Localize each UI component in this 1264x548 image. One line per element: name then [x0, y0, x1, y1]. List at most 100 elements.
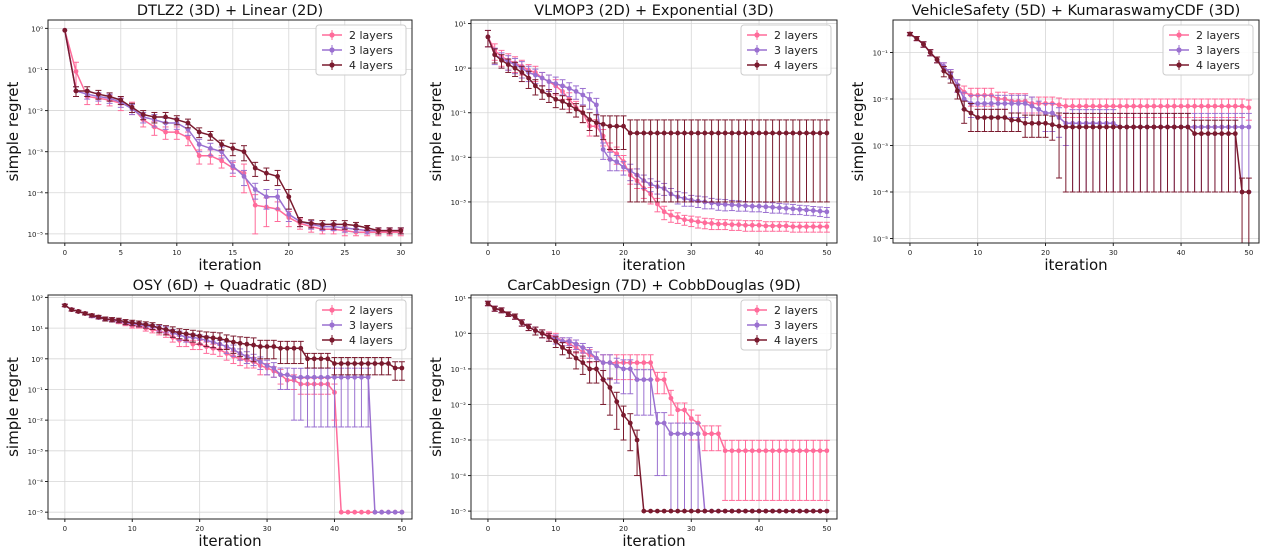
y-tick-label: 10⁰ [454, 65, 466, 73]
data-point [763, 448, 769, 454]
y-tick-label: 10⁻² [451, 154, 467, 162]
data-point [675, 130, 681, 136]
data-point [954, 88, 960, 94]
x-axis-label: iteration [1044, 256, 1107, 274]
data-point [824, 508, 830, 514]
data-point [824, 130, 830, 136]
data-point [709, 431, 715, 437]
data-point [804, 130, 809, 136]
data-point [715, 431, 721, 437]
data-point [593, 120, 599, 126]
x-tick-label: 30 [687, 525, 696, 533]
data-point [73, 68, 79, 74]
y-tick-label: 10⁻¹ [873, 50, 889, 58]
data-point [607, 360, 613, 366]
data-point [1239, 189, 1245, 195]
y-tick-label: 10¹ [31, 325, 43, 333]
x-tick-label: 10 [172, 249, 181, 257]
data-point [1009, 101, 1015, 106]
data-point [729, 202, 735, 208]
data-point [668, 508, 674, 514]
data-point [1205, 103, 1211, 109]
data-point [532, 328, 538, 333]
data-point [257, 344, 263, 349]
y-tick-label: 10⁻⁵ [451, 508, 467, 516]
data-point [587, 349, 593, 355]
y-tick-label: 10⁻³ [28, 149, 44, 157]
data-point [345, 509, 351, 515]
data-point [1083, 103, 1089, 109]
data-point [654, 201, 660, 207]
data-point [621, 164, 626, 170]
data-point [634, 130, 640, 136]
data-point [709, 130, 715, 136]
data-point [914, 36, 920, 41]
data-point [573, 355, 579, 361]
legend: 2 layers 3 layers 4 layers [740, 299, 832, 351]
data-point [824, 448, 830, 454]
data-point [783, 223, 789, 229]
data-point [1158, 103, 1164, 109]
data-point [62, 27, 68, 33]
data-point [600, 360, 606, 366]
data-point [546, 79, 552, 84]
data-point [1076, 103, 1082, 109]
data-point [1219, 131, 1225, 137]
x-tick-label: 40 [755, 525, 764, 533]
y-tick-label: 10⁻⁴ [28, 479, 44, 487]
data-point [1029, 120, 1035, 126]
data-point [75, 309, 81, 314]
data-point [1185, 103, 1191, 109]
x-axis-label: iteration [198, 532, 261, 548]
data-point [961, 96, 967, 102]
data-point [675, 508, 681, 514]
data-point [257, 359, 263, 365]
data-point [1090, 124, 1096, 130]
data-point [174, 129, 180, 135]
data-point [1226, 103, 1231, 109]
data-point [539, 330, 545, 336]
data-point [566, 349, 572, 355]
data-point [387, 228, 392, 234]
data-point [118, 97, 124, 103]
axes-frame [470, 19, 838, 244]
data-point [308, 220, 314, 226]
data-point [372, 509, 378, 515]
data-point [305, 374, 310, 380]
legend: 2 layers 3 layers 4 layers [315, 24, 407, 76]
legend-box [740, 299, 832, 351]
legend-swatch-marker [754, 337, 760, 343]
data-point [695, 508, 701, 514]
data-point [688, 130, 694, 136]
legend-swatch-marker [329, 47, 335, 53]
data-point [804, 207, 809, 213]
data-point [566, 102, 572, 108]
y-axis-label: simple regret [4, 357, 22, 457]
legend-label: 3 layers [1196, 44, 1240, 57]
data-point [1090, 103, 1096, 109]
data-point [702, 431, 708, 437]
data-point [995, 101, 1001, 106]
data-point [743, 203, 748, 209]
data-point [553, 338, 559, 344]
data-point [217, 336, 223, 342]
data-point [365, 361, 371, 366]
data-point [512, 314, 518, 319]
data-point [580, 345, 586, 350]
chart-panel-1: 0 5 10 15 20 25 30 10⁻⁵ 10⁻⁴ 10⁻³ 10⁻² 10⁻¹ 10⁰ DTLZ2… [4, 3, 413, 274]
data-point [237, 340, 243, 346]
data-point [338, 374, 344, 380]
data-point [1212, 131, 1218, 137]
data-point [695, 431, 701, 437]
data-point [230, 146, 236, 151]
data-point [770, 448, 776, 454]
x-axis-label: iteration [622, 256, 685, 274]
data-point [702, 508, 708, 514]
data-point [580, 110, 586, 116]
x-tick-label: 20 [619, 249, 628, 257]
axes-frame [47, 19, 413, 244]
data-point [614, 363, 620, 369]
data-point [810, 224, 816, 229]
chart-panel-2: 0 10 20 30 40 50 10⁻³ 10⁻² 10⁻¹ 10⁰ 10¹ VLMOP3 (2D)… [427, 3, 838, 274]
